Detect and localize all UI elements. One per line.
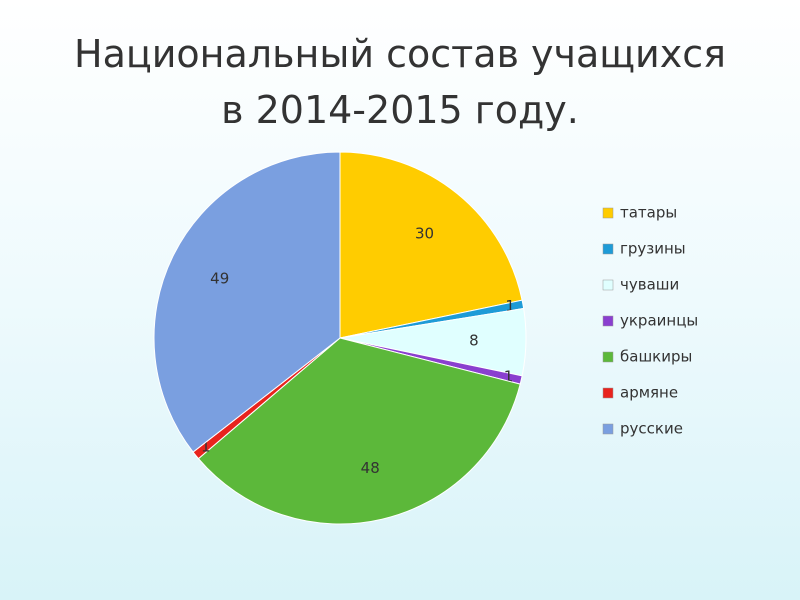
legend-label: татары <box>620 204 677 222</box>
data-label: 49 <box>210 270 229 288</box>
legend-swatch <box>602 423 614 435</box>
legend-label: чуваши <box>620 276 679 294</box>
pie-slice <box>153 151 341 453</box>
legend-swatch <box>602 315 614 327</box>
data-label: 1 <box>505 297 515 315</box>
legend-swatch <box>602 243 614 255</box>
legend-swatch <box>602 387 614 399</box>
data-label: 30 <box>415 225 434 243</box>
legend-label: башкиры <box>620 348 692 366</box>
legend-swatch <box>602 279 614 291</box>
chart-title: Национальный состав учащихся в 2014-2015… <box>74 32 726 132</box>
legend-swatch <box>602 207 614 219</box>
data-label: 48 <box>361 459 380 477</box>
pie-slice <box>197 337 521 525</box>
data-label: 1 <box>504 368 514 386</box>
legend-label: русские <box>620 420 683 438</box>
legend-label: армяне <box>620 384 678 402</box>
legend-label: украинцы <box>620 312 698 330</box>
legend-swatch <box>602 351 614 363</box>
pie-slice <box>339 151 523 339</box>
data-label: 8 <box>469 332 479 350</box>
legend-label: грузины <box>620 240 686 258</box>
data-label: 1 <box>201 438 211 456</box>
